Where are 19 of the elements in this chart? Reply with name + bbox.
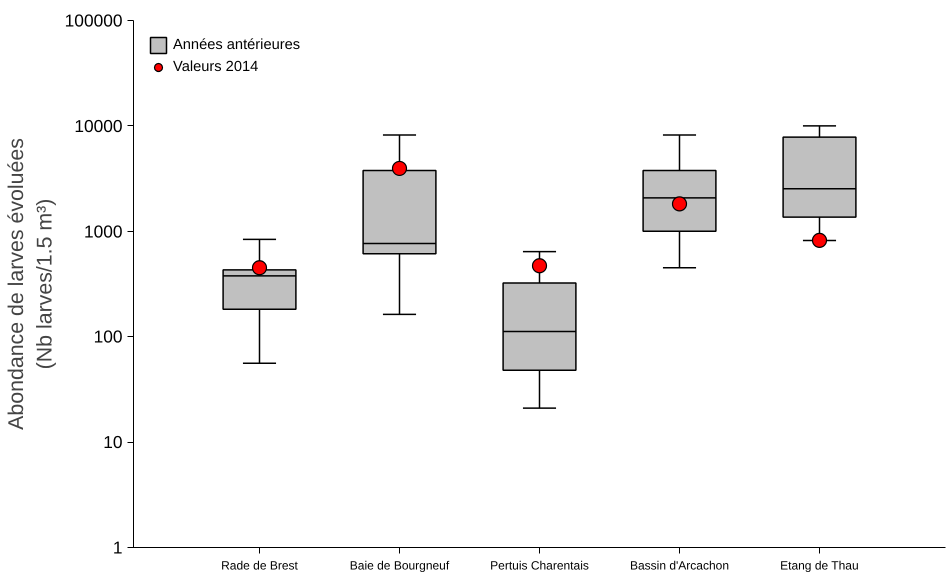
x-tick-label: Rade de Brest xyxy=(221,558,299,572)
x-tick-label: Pertuis Charentais xyxy=(490,558,589,572)
x-tick-label: Etang de Thau xyxy=(780,558,859,572)
point xyxy=(812,232,828,248)
point xyxy=(532,258,548,274)
legend-label: Années antérieures xyxy=(173,37,300,53)
point xyxy=(672,196,688,212)
point xyxy=(252,260,268,276)
legend-label: Valeurs 2014 xyxy=(173,59,258,75)
x-tick-label: Baie de Bourgneuf xyxy=(350,558,450,572)
y-tick-label: 10000 xyxy=(74,116,122,136)
y-tick-label: 10 xyxy=(103,432,123,452)
y-axis-title: Abondance de larves évoluées (Nb larves/1.5 m³) xyxy=(4,138,57,430)
y-tick-label: 100 xyxy=(94,326,123,347)
y-tick-label: 100000 xyxy=(64,10,123,30)
y-tick-label: 1000 xyxy=(84,221,123,242)
x-tick-label: Bassin d'Arcachon xyxy=(630,558,730,572)
y-tick-label: 1 xyxy=(112,538,123,558)
point xyxy=(392,160,408,176)
